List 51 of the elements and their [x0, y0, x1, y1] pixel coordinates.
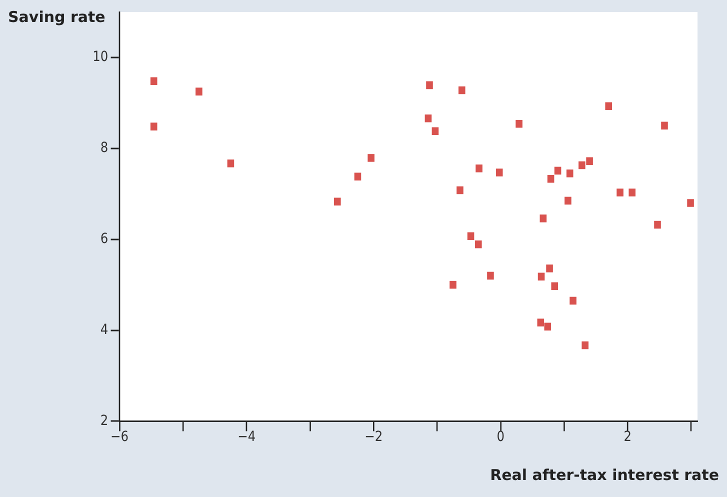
- point: [544, 322, 552, 331]
- point: [605, 102, 612, 110]
- point: [432, 127, 439, 136]
- x-tick-label: −6: [110, 430, 129, 446]
- point: [354, 172, 362, 180]
- point: [334, 198, 341, 206]
- point: [475, 240, 482, 248]
- x-axis-title: Real after-tax interest rate: [490, 466, 719, 484]
- x-tick-label: −2: [364, 430, 383, 446]
- point: [227, 160, 234, 168]
- point: [554, 166, 562, 175]
- point: [426, 81, 433, 90]
- y-tick-label: 10: [92, 49, 108, 66]
- point: [582, 341, 588, 350]
- point: [150, 122, 158, 130]
- point: [547, 174, 554, 183]
- point: [368, 154, 374, 162]
- point: [570, 296, 576, 305]
- point: [424, 114, 432, 122]
- point: [654, 220, 661, 229]
- x-tick-label: 2: [624, 430, 632, 446]
- point: [496, 168, 503, 176]
- y-tick-label: 6: [100, 231, 108, 248]
- point: [458, 86, 466, 94]
- point: [616, 188, 624, 196]
- point: [546, 264, 553, 272]
- point: [467, 232, 474, 240]
- y-axis-title: Saving rate: [8, 8, 106, 26]
- point: [537, 318, 544, 326]
- point: [540, 214, 547, 222]
- point: [586, 157, 593, 166]
- point: [150, 77, 158, 85]
- point: [516, 120, 522, 128]
- point: [487, 272, 494, 280]
- y-tick-label: 4: [100, 322, 108, 338]
- point: [538, 272, 545, 281]
- point: [687, 199, 694, 207]
- y-tick-label: 8: [100, 140, 108, 156]
- x-tick-label: −4: [238, 430, 256, 446]
- point: [566, 170, 574, 178]
- point: [456, 186, 464, 194]
- point: [450, 280, 456, 289]
- y-tick-label: 2: [100, 413, 108, 430]
- point: [551, 282, 558, 290]
- point: [196, 88, 202, 96]
- point: [628, 188, 636, 196]
- point: [476, 164, 482, 172]
- x-tick-label: 0: [496, 430, 505, 446]
- point: [661, 122, 668, 130]
- point: [564, 196, 572, 205]
- point: [578, 161, 586, 170]
